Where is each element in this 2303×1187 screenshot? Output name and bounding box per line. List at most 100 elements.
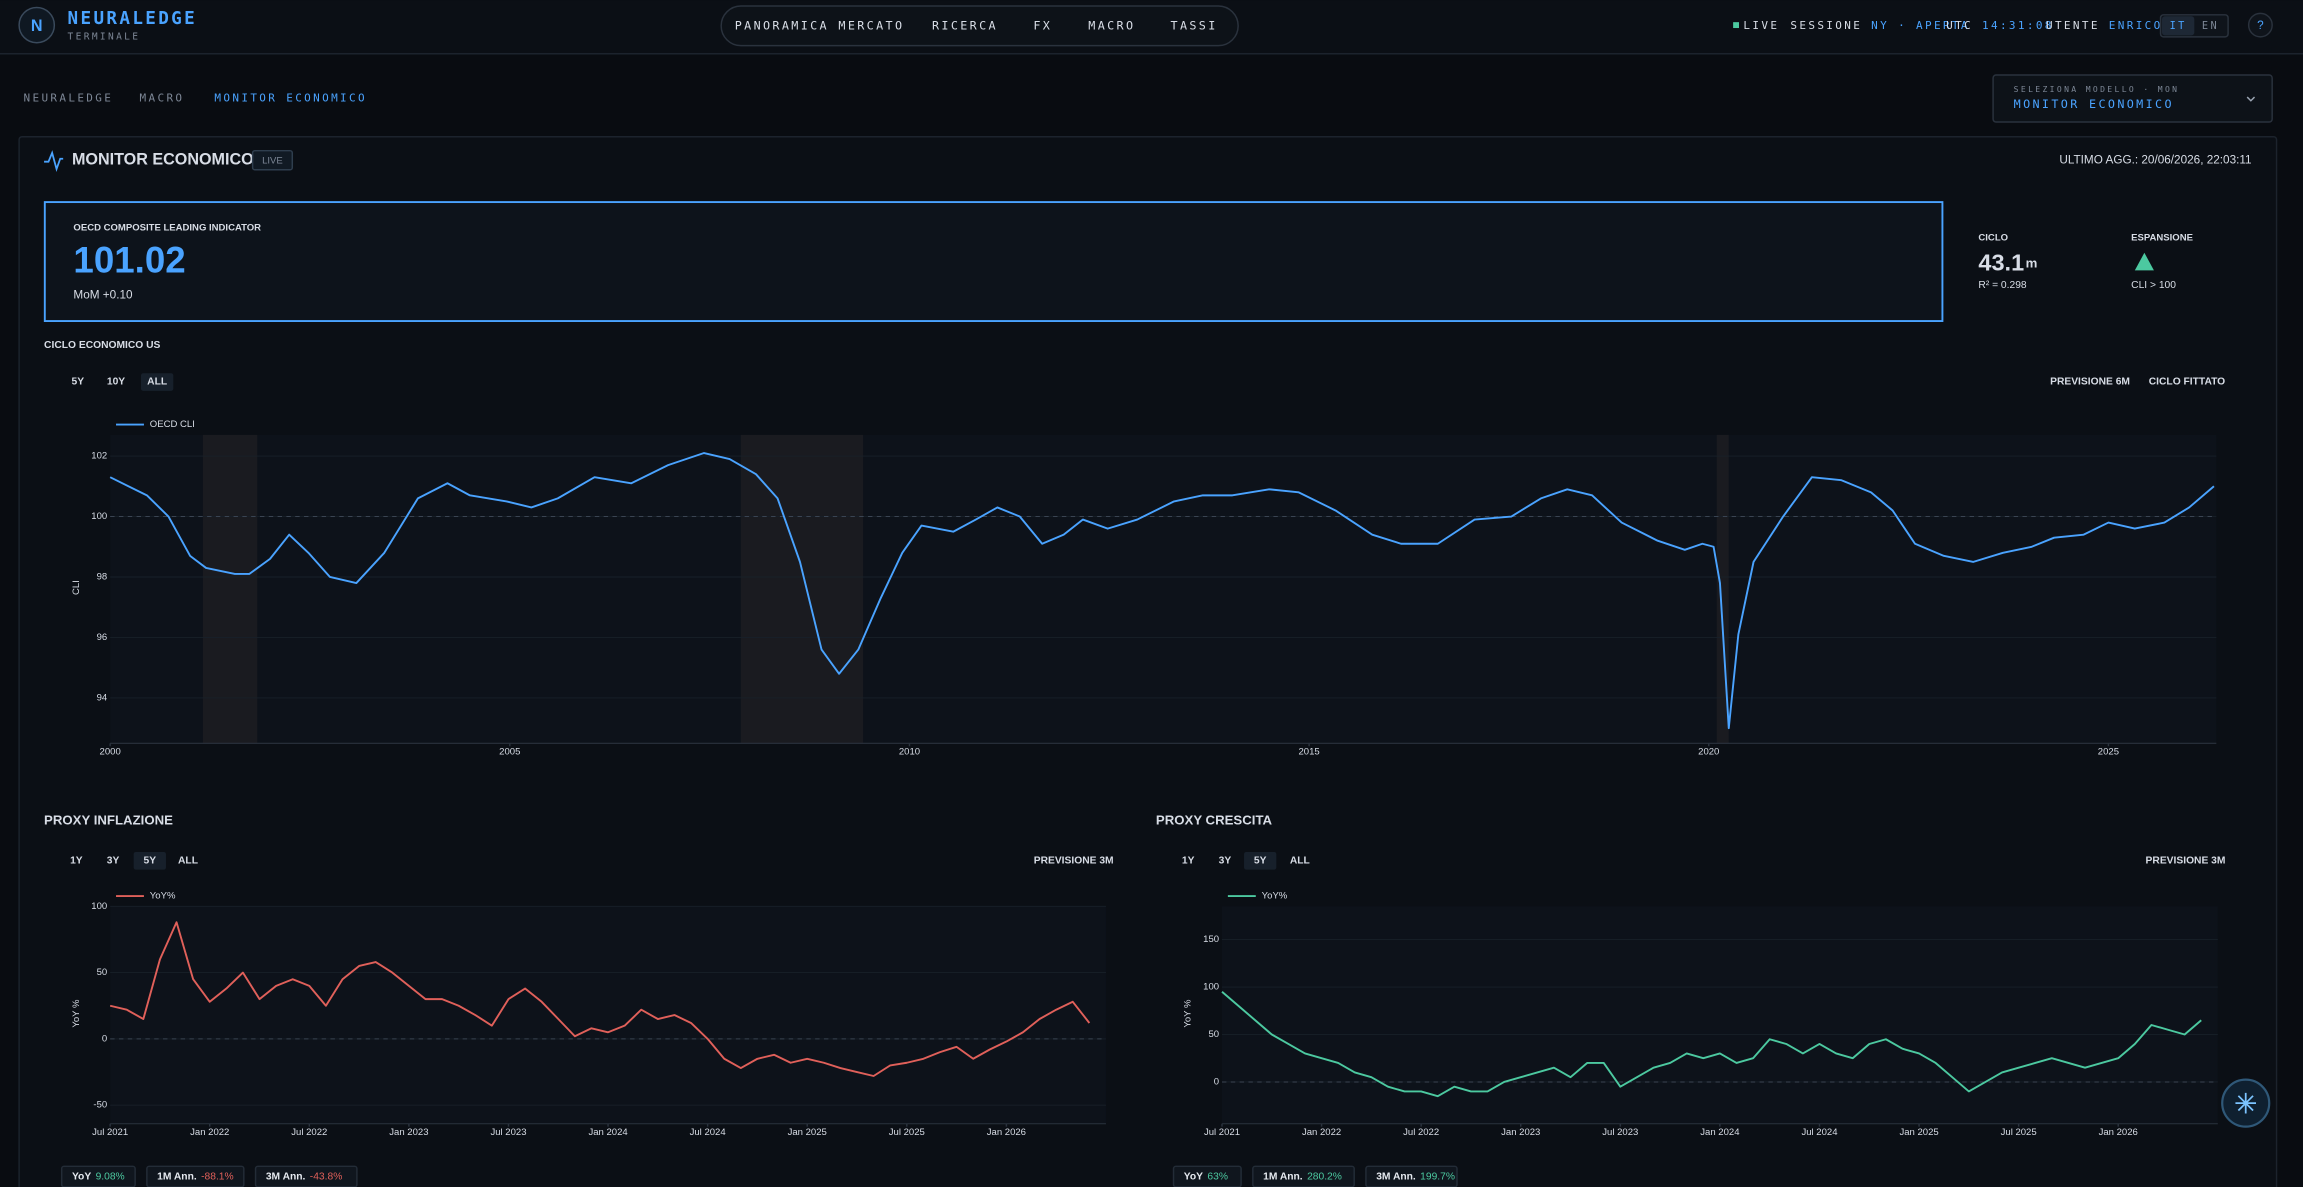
x-tick-label: 2005 xyxy=(499,747,520,758)
x-tick-label: Jan 2026 xyxy=(987,1127,1026,1138)
y-tick-label: 150 xyxy=(1203,934,1219,945)
range-button[interactable]: 3Y xyxy=(107,856,120,867)
stat: 1M Ann. 280.2% xyxy=(1263,1171,1342,1182)
series-line xyxy=(109,452,2215,730)
help-button[interactable] xyxy=(2247,12,2273,38)
x-tick-label: Jan 2026 xyxy=(2099,1127,2138,1138)
last-update: ULTIMO AGG.: 20/06/2026, 22:03:11 xyxy=(2059,153,2251,166)
option-toggle[interactable]: CICLO FITTATO xyxy=(2149,377,2225,388)
range-active xyxy=(1244,852,1277,870)
range-button[interactable]: 10Y xyxy=(107,377,125,388)
stat: 3M Ann. -43.8% xyxy=(266,1171,342,1182)
x-tick-label: Jan 2023 xyxy=(1501,1127,1540,1138)
range-button[interactable]: 1Y xyxy=(70,856,83,867)
range-button[interactable]: ALL xyxy=(178,856,198,867)
utc-value: 14:31:08 xyxy=(1982,19,2054,32)
recession-band xyxy=(202,434,258,744)
y-tick-label: 0 xyxy=(1214,1076,1219,1087)
session: SESSIONE NY · APERTA xyxy=(1790,19,1969,32)
session-label: SESSIONE xyxy=(1790,19,1862,32)
model-selector[interactable] xyxy=(1992,74,2273,123)
x-tick-label: Jul 2023 xyxy=(490,1127,526,1138)
regime-arrow xyxy=(2134,252,2154,271)
option-toggle[interactable]: PREVISIONE 6M xyxy=(2050,377,2130,388)
x-tick-label: Jan 2024 xyxy=(588,1127,628,1138)
legend-label: YoY% xyxy=(1262,891,1288,902)
indicator-change: MoM +0.10 xyxy=(73,288,133,301)
live-badge xyxy=(251,149,294,171)
range-button[interactable]: 3Y xyxy=(1219,856,1232,867)
range-active xyxy=(141,373,174,391)
chart-title: PROXY CRESCITA xyxy=(1156,813,1273,828)
user-label: UTENTE xyxy=(2046,19,2100,32)
legend-label: OECD CLI xyxy=(150,419,195,430)
y-tick-label: -50 xyxy=(93,1100,107,1111)
nav-item[interactable]: FX xyxy=(1033,18,1052,32)
x-tick-label: Jan 2025 xyxy=(788,1127,827,1138)
breadcrumb-current: MONITOR ECONOMICO xyxy=(214,92,367,105)
breadcrumb-item[interactable]: MACRO xyxy=(140,92,185,105)
option-toggle[interactable]: PREVISIONE 3M xyxy=(1034,856,1114,867)
stat-value: 63% xyxy=(1207,1171,1228,1182)
range-button[interactable]: ALL xyxy=(147,377,167,388)
user: UTENTE ENRICO xyxy=(2046,19,2163,32)
pulse-icon xyxy=(44,150,64,172)
user-value: ENRICO xyxy=(2109,19,2163,32)
y-tick-label: 94 xyxy=(97,692,108,703)
cycle-r2: R² = 0.298 xyxy=(1978,280,2027,291)
recession-band xyxy=(740,434,864,744)
logo[interactable] xyxy=(18,6,56,44)
nav-item[interactable]: MACRO xyxy=(1088,18,1135,32)
nav-bar xyxy=(720,5,1239,47)
cycle-value: 43.1 xyxy=(1978,250,2024,276)
indicator-label: OECD COMPOSITE LEADING INDICATOR xyxy=(73,222,261,233)
y-axis-label: CLI xyxy=(71,580,82,595)
x-tick-label: 2000 xyxy=(100,747,121,758)
stat: YoY 63% xyxy=(1184,1171,1228,1182)
breadcrumb-item[interactable]: NEURALEDGE xyxy=(23,92,113,105)
range-button[interactable]: ALL xyxy=(1290,856,1310,867)
range-button[interactable]: 5Y xyxy=(72,377,85,388)
utc: UTC 14:31:08 xyxy=(1946,19,2054,32)
x-tick-label: Jul 2025 xyxy=(889,1127,925,1138)
brand-subtitle: TERMINALE xyxy=(68,31,141,42)
series-line xyxy=(109,921,1091,1077)
utc-label: UTC xyxy=(1946,19,1973,32)
stat-label: 1M Ann. xyxy=(157,1171,197,1182)
x-tick-label: Jul 2022 xyxy=(291,1127,327,1138)
language-option[interactable]: IT xyxy=(2170,20,2187,32)
chart-title: CICLO ECONOMICO US xyxy=(44,340,160,351)
y-tick-label: 102 xyxy=(91,451,107,462)
option-toggle[interactable]: PREVISIONE 3M xyxy=(2146,856,2226,867)
indicator-card xyxy=(43,201,1944,323)
nav-item[interactable]: RICERCA xyxy=(932,18,998,32)
live-status: LIVE xyxy=(1743,19,1779,32)
stat-label: 3M Ann. xyxy=(266,1171,306,1182)
selector-label: SELEZIONA MODELLO · MON xyxy=(2014,85,2180,94)
stat-value: -88.1% xyxy=(201,1171,234,1182)
range-button[interactable]: 5Y xyxy=(1254,856,1267,867)
plot-area xyxy=(110,434,2217,744)
language-option[interactable]: EN xyxy=(2202,20,2219,32)
cycle-label: CICLO xyxy=(1978,233,2008,244)
x-tick-label: Jul 2025 xyxy=(2001,1127,2037,1138)
stat: 1M Ann. -88.1% xyxy=(157,1171,233,1182)
x-tick-label: Jan 2022 xyxy=(190,1127,229,1138)
plot-area xyxy=(110,906,1106,1124)
x-tick-label: 2015 xyxy=(1299,747,1320,758)
legend-label: YoY% xyxy=(150,891,176,902)
assistant-icon xyxy=(2235,1092,2256,1114)
series-line xyxy=(1221,991,2202,1098)
x-tick-label: Jul 2024 xyxy=(1801,1127,1838,1138)
range-button[interactable]: 1Y xyxy=(1182,856,1195,867)
cycle-unit: m xyxy=(2026,256,2038,271)
y-tick-label: 0 xyxy=(102,1033,107,1044)
regime-label: ESPANSIONE xyxy=(2131,233,2193,244)
nav-item[interactable]: PANORAMICA MERCATO xyxy=(735,18,905,32)
stat-label: 1M Ann. xyxy=(1263,1171,1303,1182)
selector-value: MONITOR ECONOMICO xyxy=(2014,97,2174,111)
range-button[interactable]: 5Y xyxy=(144,856,157,867)
session-value: NY · APERTA xyxy=(1871,19,1970,32)
nav-item[interactable]: TASSI xyxy=(1171,18,1218,32)
x-tick-label: Jan 2024 xyxy=(1700,1127,1740,1138)
